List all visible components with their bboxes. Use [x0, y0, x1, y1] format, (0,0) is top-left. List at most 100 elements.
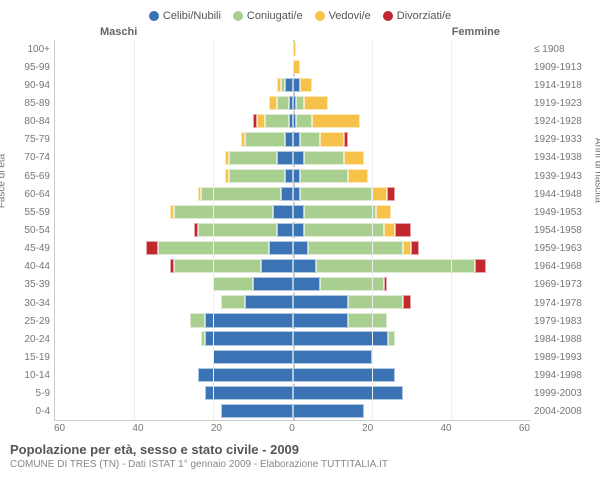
age-row — [55, 330, 530, 348]
age-label: 90-94 — [10, 80, 50, 91]
birth-label: 1914-1918 — [534, 80, 590, 91]
segment — [198, 223, 277, 237]
segment — [348, 313, 388, 327]
female-bar — [293, 295, 531, 309]
birth-label: 1929-1933 — [534, 134, 590, 145]
segment — [213, 350, 292, 364]
birth-label: 2004-2008 — [534, 406, 590, 417]
male-bar — [55, 368, 293, 382]
segment — [384, 277, 388, 291]
age-row — [55, 185, 530, 203]
female-bar — [293, 187, 531, 201]
segment — [265, 114, 289, 128]
x-tick: 40 — [440, 423, 451, 434]
female-bar — [293, 331, 531, 345]
male-bar — [55, 277, 293, 291]
segment — [198, 368, 293, 382]
age-row — [55, 149, 530, 167]
segment — [411, 241, 419, 255]
segment — [293, 350, 372, 364]
female-bar — [293, 60, 531, 74]
birth-label: 1974-1978 — [534, 298, 590, 309]
female-bar — [293, 223, 531, 237]
age-label: 85-89 — [10, 98, 50, 109]
male-bar — [55, 241, 293, 255]
segment — [285, 78, 293, 92]
segment — [205, 331, 292, 345]
age-row — [55, 167, 530, 185]
male-bar — [55, 187, 293, 201]
legend: Celibi/NubiliConiugati/eVedovi/eDivorzia… — [10, 10, 590, 22]
segment — [344, 132, 348, 146]
segment — [190, 313, 206, 327]
segment — [300, 78, 312, 92]
legend-item: Vedovi/e — [315, 10, 371, 22]
segment — [277, 96, 289, 110]
y-axis-age: 100+95-9990-9485-8980-8475-7970-7465-696… — [10, 40, 54, 421]
chart-subtitle: COMUNE DI TRES (TN) - Dati ISTAT 1° genn… — [10, 459, 590, 470]
age-label: 15-19 — [10, 352, 50, 363]
female-bar — [293, 404, 531, 418]
legend-swatch — [315, 11, 325, 21]
birth-label: 1944-1948 — [534, 189, 590, 200]
age-label: 30-34 — [10, 298, 50, 309]
x-tick: 20 — [211, 423, 222, 434]
birth-label: 1989-1993 — [534, 352, 590, 363]
birth-label: 1909-1913 — [534, 62, 590, 73]
segment — [293, 223, 305, 237]
male-bar — [55, 96, 293, 110]
age-row — [55, 384, 530, 402]
age-row — [55, 275, 530, 293]
segment — [395, 223, 411, 237]
segment — [293, 331, 388, 345]
birth-label: 1964-1968 — [534, 261, 590, 272]
segment — [372, 187, 388, 201]
female-bar — [293, 313, 531, 327]
segment — [403, 295, 411, 309]
age-row — [55, 348, 530, 366]
female-label: Femmine — [452, 26, 500, 38]
segment — [285, 169, 293, 183]
female-bar — [293, 169, 531, 183]
birth-label: 1924-1928 — [534, 116, 590, 127]
y-left-title: Fasce di età — [0, 154, 8, 208]
segment — [174, 259, 261, 273]
age-row — [55, 402, 530, 420]
segment — [293, 404, 364, 418]
male-bar — [55, 350, 293, 364]
female-bar — [293, 386, 531, 400]
female-bar — [293, 151, 531, 165]
age-label: 70-74 — [10, 152, 50, 163]
segment — [293, 151, 305, 165]
x-tick: 0 — [289, 423, 295, 434]
male-bar — [55, 404, 293, 418]
female-bar — [293, 241, 531, 255]
age-label: 100+ — [10, 44, 50, 55]
segment — [308, 241, 403, 255]
age-label: 20-24 — [10, 334, 50, 345]
birth-label: 1984-1988 — [534, 334, 590, 345]
age-label: 60-64 — [10, 189, 50, 200]
segment — [285, 132, 293, 146]
birth-label: 1999-2003 — [534, 388, 590, 399]
chart-title: Popolazione per età, sesso e stato civil… — [10, 442, 590, 457]
female-bar — [293, 350, 531, 364]
female-bar — [293, 78, 531, 92]
segment — [261, 259, 293, 273]
segment — [293, 259, 317, 273]
birth-label: 1939-1943 — [534, 171, 590, 182]
legend-label: Vedovi/e — [329, 10, 371, 22]
birth-label: 1949-1953 — [534, 207, 590, 218]
birth-label: 1994-1998 — [534, 370, 590, 381]
segment — [205, 386, 292, 400]
segment — [320, 277, 383, 291]
segment — [387, 187, 395, 201]
segment — [293, 78, 301, 92]
segment — [348, 169, 368, 183]
female-bar — [293, 114, 531, 128]
age-row — [55, 239, 530, 257]
age-row — [55, 221, 530, 239]
male-bar — [55, 295, 293, 309]
segment — [312, 114, 360, 128]
age-row — [55, 311, 530, 329]
